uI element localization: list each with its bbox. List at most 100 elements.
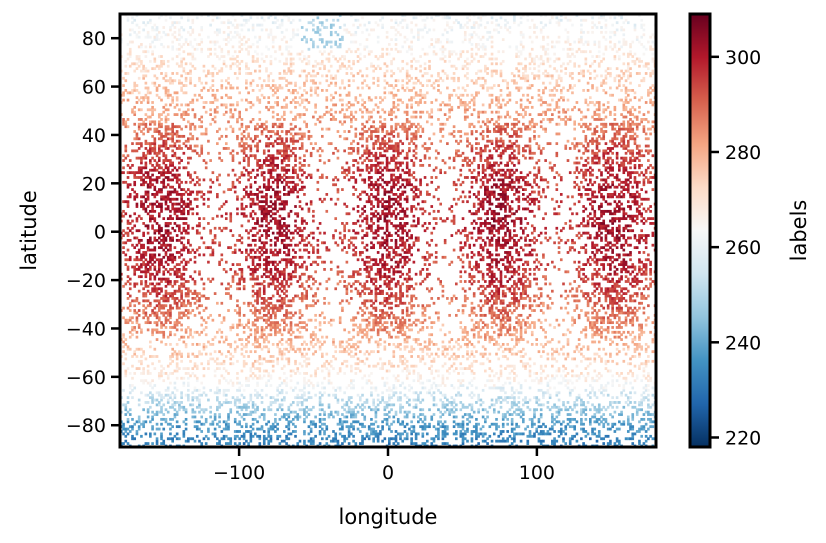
- heatmap-cell: [575, 398, 579, 402]
- heatmap-cell: [245, 323, 248, 327]
- heatmap-cell: [419, 408, 422, 412]
- heatmap-cell: [122, 306, 125, 310]
- heatmap-cell: [195, 342, 199, 346]
- heatmap-cell: [309, 263, 313, 266]
- heatmap-cell: [457, 386, 460, 390]
- heatmap-cell: [624, 270, 628, 274]
- heatmap-cell: [535, 342, 539, 346]
- heatmap-cell: [204, 297, 208, 300]
- heatmap-cell: [298, 311, 302, 315]
- heatmap-cell: [374, 432, 378, 436]
- heatmap-cell: [597, 430, 601, 433]
- heatmap-cell: [254, 350, 257, 354]
- heatmap-cell: [184, 328, 188, 332]
- heatmap-cell: [609, 403, 612, 407]
- heatmap-cell: [593, 427, 597, 431]
- heatmap-cell: [613, 442, 617, 445]
- heatmap-cell: [618, 280, 621, 283]
- heatmap-cell: [394, 430, 398, 433]
- heatmap-cell: [157, 270, 161, 274]
- heatmap-cell: [562, 379, 565, 383]
- heatmap-cell: [461, 405, 465, 409]
- heatmap-cell: [274, 265, 277, 269]
- heatmap-cell: [347, 405, 351, 409]
- heatmap-cell: [551, 374, 554, 378]
- heatmap-cell: [155, 321, 159, 325]
- heatmap-cell: [300, 265, 304, 269]
- heatmap-cell: [216, 357, 219, 361]
- heatmap-cell: [144, 313, 148, 317]
- heatmap-cell: [175, 432, 179, 436]
- heatmap-cell: [392, 386, 396, 390]
- heatmap-cell: [412, 304, 416, 308]
- heatmap-cell: [298, 297, 302, 300]
- heatmap-cell: [157, 316, 161, 320]
- heatmap-cell: [515, 292, 518, 295]
- heatmap-cell: [557, 369, 561, 373]
- heatmap-cell: [403, 340, 407, 344]
- heatmap-cell: [238, 311, 241, 315]
- heatmap-cell: [238, 282, 241, 286]
- heatmap-cell: [604, 289, 608, 293]
- heatmap-cell: [405, 309, 409, 312]
- heatmap-cell: [434, 434, 438, 438]
- heatmap-cell: [350, 367, 353, 370]
- heatmap-cell: [166, 282, 170, 286]
- heatmap-cell: [481, 345, 485, 349]
- heatmap-cell: [582, 408, 585, 412]
- heatmap-cell: [600, 275, 603, 279]
- heatmap-cell: [390, 265, 393, 269]
- heatmap-cell: [305, 352, 308, 356]
- heatmap-cell: [403, 415, 407, 419]
- heatmap-cell: [379, 430, 382, 433]
- heatmap-cell: [242, 434, 246, 438]
- heatmap-cell: [412, 338, 416, 341]
- heatmap-cell: [575, 345, 579, 349]
- heatmap-cell: [316, 381, 320, 385]
- heatmap-cell: [408, 427, 411, 431]
- heatmap-cell: [475, 422, 478, 426]
- heatmap-cell: [504, 439, 507, 443]
- heatmap-cell: [213, 391, 217, 395]
- heatmap-cell: [321, 352, 324, 356]
- heatmap-cell: [236, 326, 239, 329]
- heatmap-cell: [410, 297, 413, 300]
- heatmap-cell: [376, 398, 380, 402]
- heatmap-cell: [519, 313, 523, 317]
- heatmap-cell: [173, 326, 177, 329]
- heatmap-cell: [615, 326, 619, 329]
- heatmap-cell: [408, 287, 411, 291]
- heatmap-cell: [417, 355, 420, 358]
- heatmap-cell: [595, 301, 599, 305]
- heatmap-cell: [470, 379, 474, 383]
- heatmap-cell: [615, 280, 619, 283]
- heatmap-cell: [166, 386, 170, 390]
- heatmap-cell: [265, 384, 268, 387]
- heatmap-cell: [347, 396, 351, 400]
- heatmap-cell: [566, 338, 570, 341]
- heatmap-cell: [642, 413, 646, 416]
- heatmap-cell: [285, 437, 288, 441]
- heatmap-cell: [195, 420, 199, 424]
- heatmap-cell: [461, 437, 465, 441]
- heatmap-cell: [405, 410, 409, 414]
- heatmap-cell: [285, 442, 288, 445]
- heatmap-cell: [595, 313, 599, 317]
- heatmap-cell: [227, 427, 230, 431]
- heatmap-cell: [399, 328, 402, 332]
- heatmap-cell: [305, 342, 308, 346]
- heatmap-cell: [557, 434, 561, 438]
- heatmap-cell: [309, 381, 313, 385]
- heatmap-cell: [361, 318, 364, 322]
- heatmap-cell: [450, 396, 454, 400]
- heatmap-cell: [394, 282, 398, 286]
- heatmap-cell: [178, 313, 181, 317]
- heatmap-cell: [580, 427, 583, 431]
- heatmap-cell: [508, 408, 512, 412]
- heatmap-cell: [620, 294, 623, 298]
- heatmap-cell: [638, 430, 641, 433]
- heatmap-cell: [513, 376, 516, 380]
- heatmap-cell: [173, 381, 177, 385]
- heatmap-cell: [303, 359, 306, 363]
- heatmap-cell: [526, 401, 530, 404]
